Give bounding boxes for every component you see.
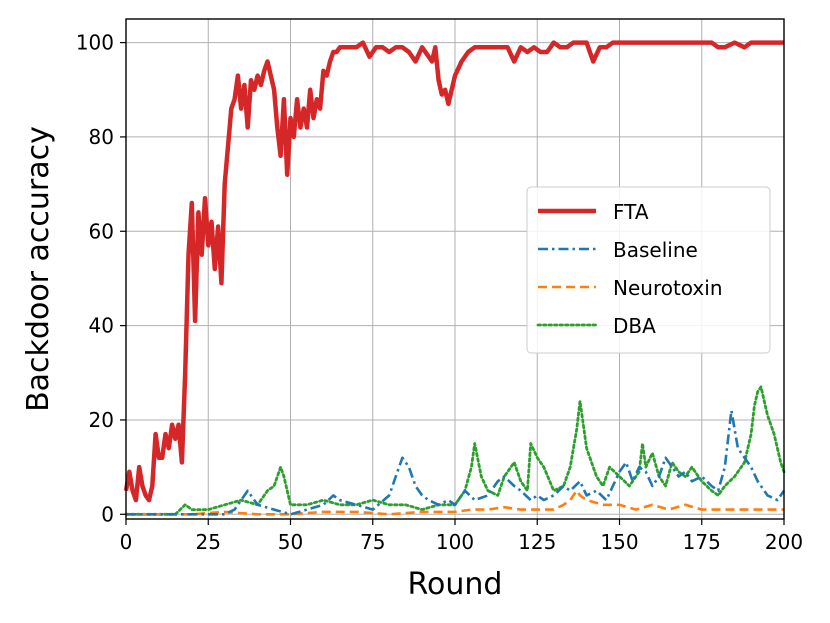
y-tick-label: 100 xyxy=(76,31,114,55)
x-tick-label: 175 xyxy=(683,530,721,554)
x-tick-label: 75 xyxy=(360,530,385,554)
legend: FTA Baseline Neurotoxin DBA xyxy=(526,186,771,354)
legend-label-fta: FTA xyxy=(613,200,649,224)
series-line-neurotoxin xyxy=(126,489,784,516)
x-tick-label: 50 xyxy=(278,530,303,554)
x-tick-label: 125 xyxy=(518,530,556,554)
y-tick-label: 60 xyxy=(89,219,114,243)
x-tick-label: 100 xyxy=(436,530,474,554)
x-tick-label: 0 xyxy=(120,530,133,554)
y-tick-label: 80 xyxy=(89,125,114,149)
y-tick-label: 0 xyxy=(101,502,114,526)
series-layer xyxy=(123,40,786,516)
legend-label-baseline: Baseline xyxy=(613,238,698,262)
ticks-layer: 0 25 50 75 100 125 150 175 200 0 20 40 60 80 100 xyxy=(76,31,803,554)
x-tick-label: 200 xyxy=(765,530,803,554)
y-axis-label: Backdoor accuracy xyxy=(21,126,56,412)
series-line-fta xyxy=(123,40,784,503)
y-tick-label: 20 xyxy=(89,408,114,432)
x-axis-label: Round xyxy=(408,567,503,602)
legend-label-dba: DBA xyxy=(613,314,656,338)
x-tick-label: 25 xyxy=(196,530,221,554)
y-tick-label: 40 xyxy=(89,314,114,338)
series-line-baseline xyxy=(126,409,786,516)
legend-frame xyxy=(526,186,771,354)
legend-label-neurotoxin: Neurotoxin xyxy=(613,276,723,300)
series-line-dba xyxy=(124,385,786,516)
x-tick-label: 150 xyxy=(600,530,638,554)
